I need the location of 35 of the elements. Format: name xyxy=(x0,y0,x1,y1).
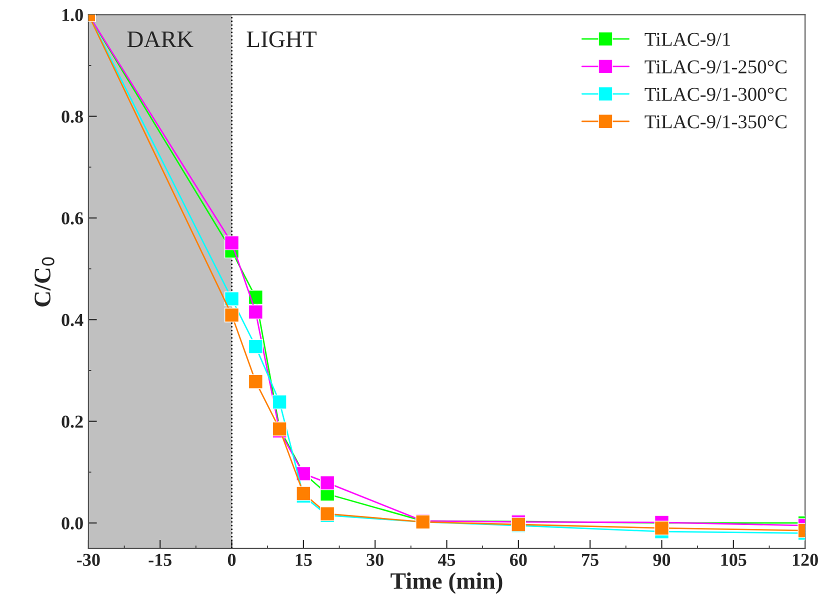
x-tick-label: 60 xyxy=(510,554,527,566)
x-tick-label: 105 xyxy=(721,554,746,566)
band-label: DARK xyxy=(127,31,194,48)
y-tick-label: 1.0 xyxy=(62,8,83,22)
x-tick-label: 45 xyxy=(438,554,456,566)
x-tick-label: 90 xyxy=(653,554,670,566)
legend-label: TiLAC-9/1 xyxy=(644,32,730,46)
point xyxy=(248,374,263,389)
x-tick-label: 0 xyxy=(228,554,236,566)
y-tick-label: 0.0 xyxy=(62,517,83,530)
legend-label: TiLAC-9/1-350°C xyxy=(644,115,787,128)
point xyxy=(248,290,263,305)
legend-label: TiLAC-9/1-300°C xyxy=(644,88,787,101)
point xyxy=(224,236,240,250)
y-axis-title: C/C$_{0}$ xyxy=(34,257,54,306)
y-tick-label: 0.2 xyxy=(62,416,83,428)
point xyxy=(224,292,240,306)
legend-label: TiLAC-9/1-250°C xyxy=(644,60,787,74)
point xyxy=(224,308,240,322)
x-tick-label: -30 xyxy=(77,554,100,566)
point xyxy=(654,520,670,536)
point xyxy=(248,304,263,320)
point xyxy=(320,476,335,490)
x-tick-label: 75 xyxy=(582,554,598,566)
point xyxy=(248,339,263,354)
x-axis-title: Time (min) xyxy=(390,572,502,594)
ref-line-label: LIGHT xyxy=(246,31,317,48)
x-tick-label: 15 xyxy=(296,554,312,566)
y-tick-label: 0.8 xyxy=(62,110,83,123)
y-tick-label: 0.4 xyxy=(62,314,84,326)
x-tick-label: 120 xyxy=(792,554,818,566)
point xyxy=(272,394,287,410)
x-tick-label: -15 xyxy=(148,554,172,566)
y-tick-label: 0.6 xyxy=(62,212,84,224)
x-tick-label: 30 xyxy=(366,554,384,566)
